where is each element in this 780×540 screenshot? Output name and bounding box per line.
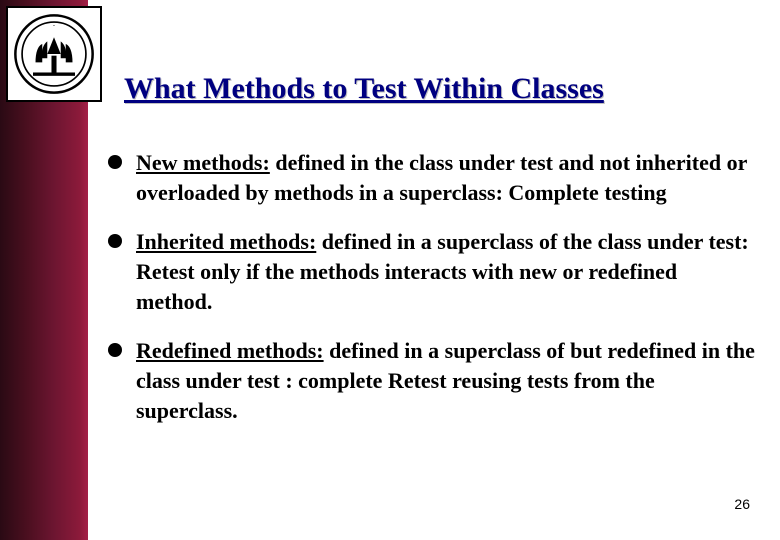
slide-content: New methods: defined in the class under … [108, 148, 758, 446]
bullet-lead: New methods: [136, 150, 270, 175]
bullet-item: Redefined methods: defined in a supercla… [108, 336, 758, 425]
bullet-text: Redefined methods: defined in a supercla… [136, 336, 758, 425]
bullet-text: New methods: defined in the class under … [136, 148, 758, 207]
university-logo: • [6, 6, 102, 102]
bullet-marker [108, 155, 122, 169]
bullet-lead: Inherited methods: [136, 229, 316, 254]
slide-title: What Methods to Test Within Classes [124, 72, 744, 106]
bullet-marker [108, 234, 122, 248]
bullet-item: New methods: defined in the class under … [108, 148, 758, 207]
bullet-lead: Redefined methods: [136, 338, 324, 363]
svg-text:•: • [53, 23, 55, 28]
logo-icon: • [12, 12, 96, 96]
bullet-item: Inherited methods: defined in a supercla… [108, 227, 758, 316]
bullet-text: Inherited methods: defined in a supercla… [136, 227, 758, 316]
page-number: 26 [734, 496, 750, 512]
bullet-marker [108, 343, 122, 357]
